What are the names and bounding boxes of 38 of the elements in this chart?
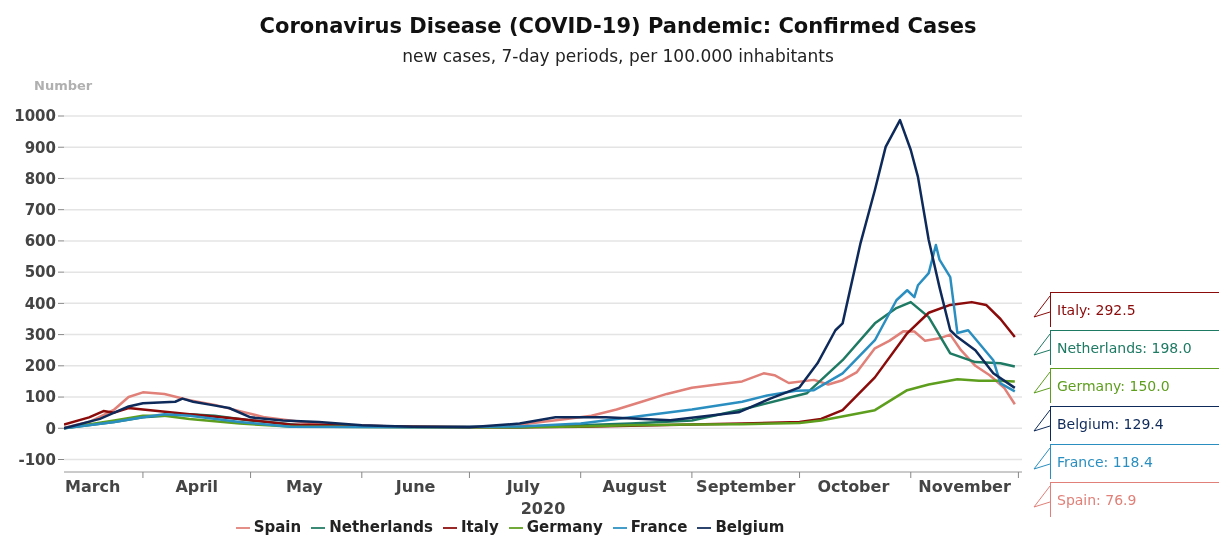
x-tick-label: June (394, 477, 436, 496)
legend-label: Spain (253, 518, 302, 536)
y-tick-label: 500 (24, 263, 56, 282)
legend-label: Netherlands (329, 518, 433, 536)
text: Germany: 150.0 (1050, 367, 1219, 403)
y-tick-label: -100 (18, 450, 56, 469)
chart-subtitle: new cases, 7-day periods, per 100.000 inhabitants (401, 46, 835, 66)
legend-label: Italy (460, 518, 499, 536)
text: Italy: 292.5 (1050, 291, 1219, 327)
text: Belgium: 129.4 (1050, 405, 1219, 441)
legend-label: Belgium (715, 518, 785, 536)
legend-label: France (630, 518, 688, 536)
x-tick-label: May (286, 477, 324, 496)
y-tick-label: 200 (24, 357, 56, 376)
chart-title: Coronavirus Disease (COVID-19) Pandemic: Confirmed Cases (258, 14, 978, 38)
y-tick-label: 600 (24, 232, 56, 251)
y-tick-label: 400 (24, 294, 56, 313)
x-tick-label: August (602, 477, 667, 496)
line-series (64, 118, 1017, 430)
text: Netherlands: 198.0 (1050, 329, 1219, 365)
legend-label: Germany (526, 518, 603, 536)
y-tick-label: 100 (24, 388, 56, 407)
text: Spain: 76.9 (1050, 481, 1219, 517)
y-tick-label: 300 (24, 325, 56, 344)
text: France: 118.4 (1050, 443, 1219, 479)
y-tick-label: 900 (24, 138, 56, 157)
y-tick-label: 1000 (14, 107, 56, 126)
y-tick-label: 0 (45, 419, 56, 438)
x-tick-label: September (696, 477, 796, 496)
x-tick-label: March (64, 477, 121, 496)
x-axis-title: 2020 (520, 499, 566, 518)
x-tick-label: April (175, 477, 219, 496)
y-tick-label: 700 (24, 201, 56, 220)
x-tick-label: November (918, 477, 1011, 496)
y-axis-title: Number (34, 78, 93, 93)
y-tick-label: 800 (24, 169, 56, 188)
x-tick-label: July (505, 477, 541, 496)
x-tick-label: October (817, 477, 890, 496)
